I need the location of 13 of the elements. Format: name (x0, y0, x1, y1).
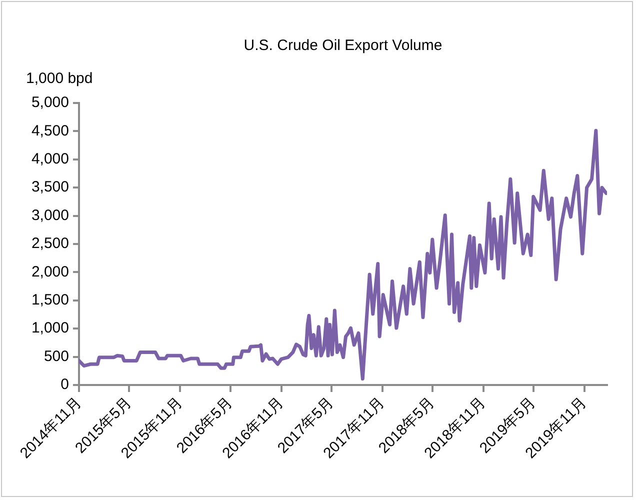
y-tick-label: 1,500 (31, 292, 69, 309)
y-tick-label: 3,000 (31, 206, 69, 224)
y-tick-label: 4,500 (31, 122, 69, 140)
y-tick-label: 5,000 (31, 94, 69, 112)
y-tick-label: 3,500 (31, 178, 69, 196)
y-tick-label: 2,000 (31, 263, 69, 280)
y-tick-label: 1,000 (31, 320, 69, 337)
y-tick-label: 2,500 (31, 235, 69, 252)
y-tick-label: 500 (44, 348, 69, 365)
y-tick-label: 0 (60, 376, 69, 394)
y-tick-label: 4,000 (31, 150, 69, 168)
y-axis-title: 1,000 bpd (26, 70, 93, 88)
chart-title: U.S. Crude Oil Export Volume (244, 37, 442, 54)
